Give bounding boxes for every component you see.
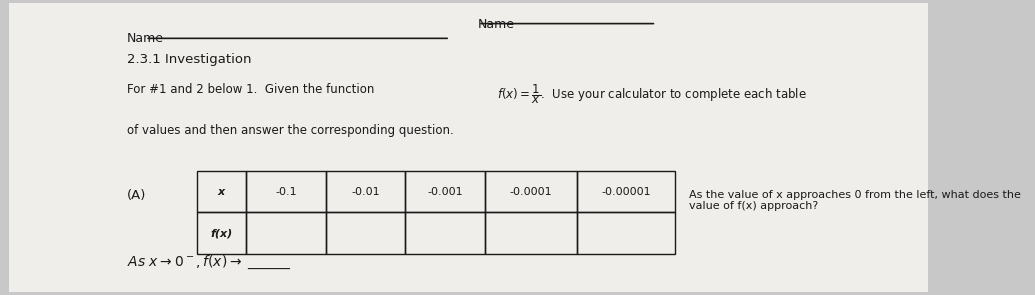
Text: (A): (A) — [126, 189, 146, 202]
Text: $As\ x \rightarrow 0^-, f(x) \rightarrow$ ______: $As\ x \rightarrow 0^-, f(x) \rightarrow… — [126, 254, 291, 271]
Text: -0.1: -0.1 — [275, 187, 297, 197]
Bar — [326, 171, 406, 212]
Bar — [576, 212, 675, 254]
Text: of values and then answer the corresponding question.: of values and then answer the correspond… — [126, 124, 453, 137]
Text: 2.3.1 Investigation: 2.3.1 Investigation — [126, 53, 252, 66]
Text: f(x): f(x) — [210, 228, 233, 238]
Bar — [246, 171, 326, 212]
Bar — [197, 212, 246, 254]
Text: -0.00001: -0.00001 — [601, 187, 651, 197]
Text: Name: Name — [478, 18, 515, 31]
FancyBboxPatch shape — [9, 3, 928, 292]
Text: Name: Name — [126, 32, 164, 45]
Bar — [485, 171, 576, 212]
Bar — [576, 171, 675, 212]
Text: x: x — [217, 187, 225, 197]
Text: For #1 and 2 below 1.  Given the function: For #1 and 2 below 1. Given the function — [126, 83, 378, 96]
Text: -0.0001: -0.0001 — [509, 187, 553, 197]
Bar — [246, 212, 326, 254]
Bar — [406, 171, 485, 212]
Text: $f(x)=\dfrac{1}{x}$.  Use your calculator to complete each table: $f(x)=\dfrac{1}{x}$. Use your calculator… — [497, 83, 806, 106]
Bar — [485, 212, 576, 254]
Text: -0.01: -0.01 — [351, 187, 380, 197]
Bar — [197, 171, 246, 212]
Bar — [406, 212, 485, 254]
Text: As the value of x approaches 0 from the left, what does the value of f(x) approa: As the value of x approaches 0 from the … — [689, 190, 1021, 212]
Bar — [326, 212, 406, 254]
Text: -0.001: -0.001 — [427, 187, 463, 197]
